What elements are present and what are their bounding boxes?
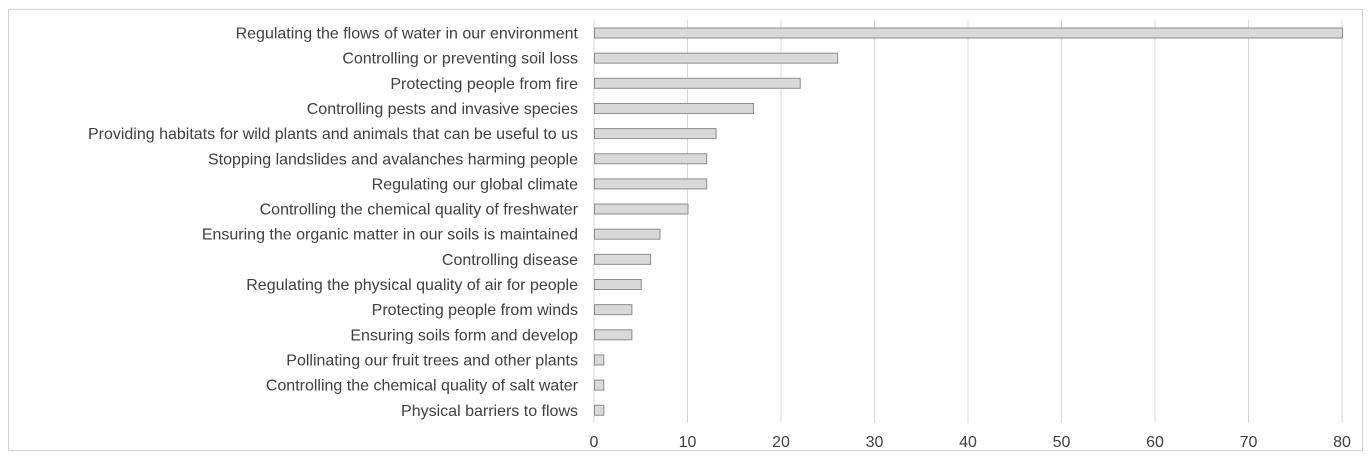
x-tick-label: 40: [959, 434, 977, 451]
bar: [594, 279, 642, 290]
bar: [594, 354, 605, 366]
bar: [594, 203, 689, 215]
x-tick-label: 10: [679, 434, 697, 451]
category-label: Protecting people from winds: [372, 302, 578, 319]
x-tick-label: 0: [590, 434, 599, 451]
category-label: Controlling pests and invasive species: [307, 101, 578, 118]
category-label: Providing habitats for wild plants and a…: [88, 126, 578, 143]
category-label: Regulating the flows of water in our env…: [236, 26, 579, 43]
bar: [594, 52, 839, 64]
bar: [594, 404, 605, 416]
category-label: Controlling the chemical quality of fres…: [260, 202, 579, 219]
bar: [594, 153, 708, 165]
bar: [594, 253, 652, 265]
category-label: Regulating the physical quality of air f…: [246, 277, 578, 294]
bar: [594, 304, 633, 316]
category-label: Physical barriers to flows: [401, 403, 578, 420]
bar: [594, 27, 1343, 39]
category-label: Regulating our global climate: [372, 176, 578, 193]
x-tick-label: 30: [866, 434, 884, 451]
category-label: Controlling disease: [442, 252, 578, 269]
bar: [594, 329, 633, 341]
x-tick-label: 60: [1146, 434, 1164, 451]
category-label: Ensuring the organic matter in our soils…: [202, 227, 578, 244]
bar: [594, 178, 708, 190]
bar: [594, 128, 717, 140]
bar: [594, 102, 754, 114]
x-tick-label: 20: [772, 434, 790, 451]
category-label: Protecting people from fire: [390, 76, 578, 93]
x-tick-labels: 0 10 20 30 40 50 60 70 80: [590, 434, 1351, 451]
bar: [594, 379, 605, 391]
category-label: Controlling or preventing soil loss: [342, 51, 578, 68]
x-tick-label: 50: [1053, 434, 1071, 451]
bar: [594, 228, 661, 240]
category-label: Pollinating our fruit trees and other pl…: [286, 352, 578, 369]
bar: [594, 77, 801, 89]
bars: [594, 27, 1343, 416]
category-label: Stopping landslides and avalanches harmi…: [208, 151, 578, 168]
x-tick-label: 70: [1240, 434, 1258, 451]
category-label: Controlling the chemical quality of salt…: [266, 378, 579, 395]
x-tick-label: 80: [1333, 434, 1351, 451]
category-label: Ensuring soils form and develop: [350, 327, 578, 344]
category-labels: Regulating the flows of water in our env…: [88, 26, 579, 420]
